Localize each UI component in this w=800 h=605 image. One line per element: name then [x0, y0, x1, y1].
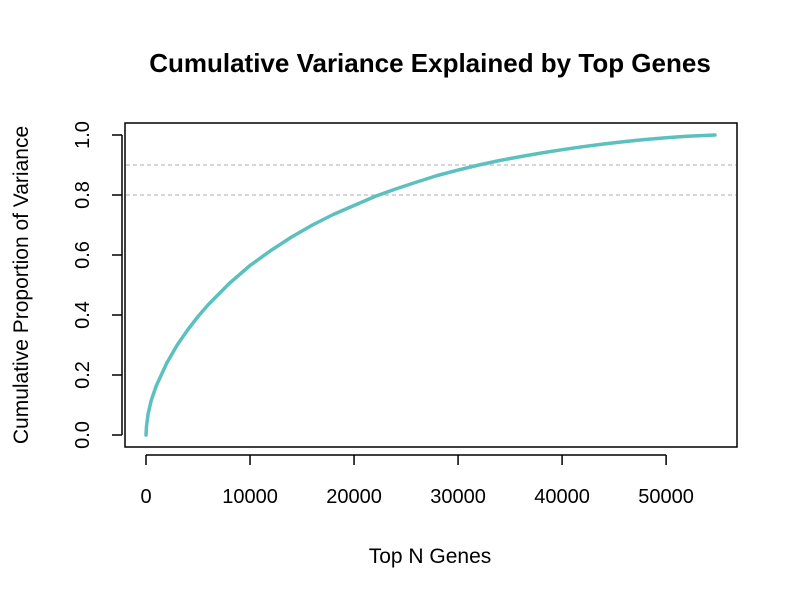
- x-tick-label-5: 50000: [638, 486, 694, 508]
- reference-lines: [126, 164, 736, 196]
- series-layer: [144, 133, 717, 437]
- chart-title: Cumulative Variance Explained by Top Gen…: [149, 48, 711, 78]
- y-tick-label-1: 0.2: [72, 361, 94, 389]
- y-tick-label-0: 0.0: [72, 421, 94, 449]
- x-tick-label-2: 20000: [326, 486, 382, 508]
- y-axis: 0.0 0.2 0.4 0.6 0.8 1.0: [72, 121, 123, 449]
- x-tick-label-0: 0: [140, 486, 151, 508]
- x-tick-label-1: 10000: [222, 486, 278, 508]
- x-tick-label-4: 40000: [534, 486, 590, 508]
- y-tick-label-5: 1.0: [72, 121, 94, 149]
- x-tick-label-3: 30000: [430, 486, 486, 508]
- y-axis-label: Cumulative Proportion of Variance: [10, 126, 33, 444]
- y-tick-label-4: 0.8: [72, 181, 94, 209]
- x-axis-label: Top N Genes: [369, 545, 492, 568]
- series-line-0: [144, 133, 717, 437]
- y-tick-label-3: 0.6: [72, 241, 94, 269]
- plot-area-frame: [124, 122, 738, 448]
- y-tick-label-2: 0.4: [72, 301, 94, 329]
- x-axis: 0 10000 20000 30000 40000 50000: [140, 454, 694, 508]
